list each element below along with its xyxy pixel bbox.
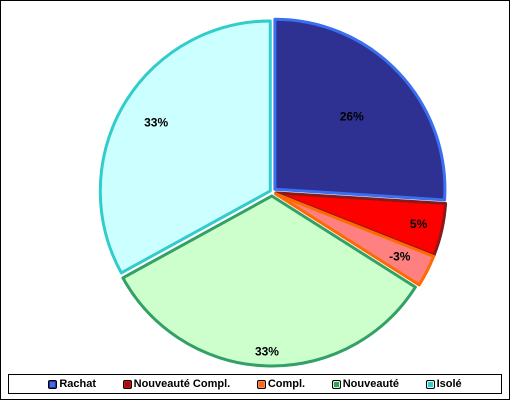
legend-swatch-nouveaute-compl <box>122 379 132 389</box>
legend-label-nouveaute-compl: Nouveauté Compl. <box>133 378 231 390</box>
legend-swatch-compl <box>256 379 266 389</box>
slice-label-isole: 33% <box>144 116 168 130</box>
slice-label-nouveaute-compl: 5% <box>410 217 428 231</box>
legend-label-isole: Isolé <box>436 378 462 390</box>
pie-slice-isole <box>98 19 272 275</box>
legend-item-nouveaute: Nouveauté <box>331 378 399 390</box>
slice-label-rachat: 26% <box>340 109 364 123</box>
legend-label-nouveaute: Nouveauté <box>342 378 399 390</box>
legend-item-rachat: Rachat <box>48 378 96 390</box>
pie-labels: 26% 5% -3% 33% 33% <box>144 109 427 358</box>
legend: Rachat Nouveauté Compl. Compl. Nouveauté… <box>8 374 502 394</box>
legend-label-rachat: Rachat <box>59 378 96 390</box>
legend-item-isole: Isolé <box>425 378 462 390</box>
legend-item-nouveaute-compl: Nouveauté Compl. <box>122 378 231 390</box>
pie-slice-rachat <box>273 17 447 202</box>
legend-item-compl: Compl. <box>256 378 306 390</box>
pie-chart: 26% 5% -3% 33% 33% <box>98 17 448 368</box>
legend-swatch-isole <box>425 379 435 389</box>
slice-label-compl: -3% <box>389 249 411 263</box>
pie-slice-compl <box>274 192 436 287</box>
legend-swatch-nouveaute <box>331 379 341 389</box>
slice-label-nouveaute: 33% <box>255 344 279 358</box>
pie-slices <box>98 17 448 368</box>
legend-swatch-rachat <box>48 379 58 389</box>
pie-slice-nouveaute <box>121 194 417 368</box>
legend-label-compl: Compl. <box>267 378 306 390</box>
